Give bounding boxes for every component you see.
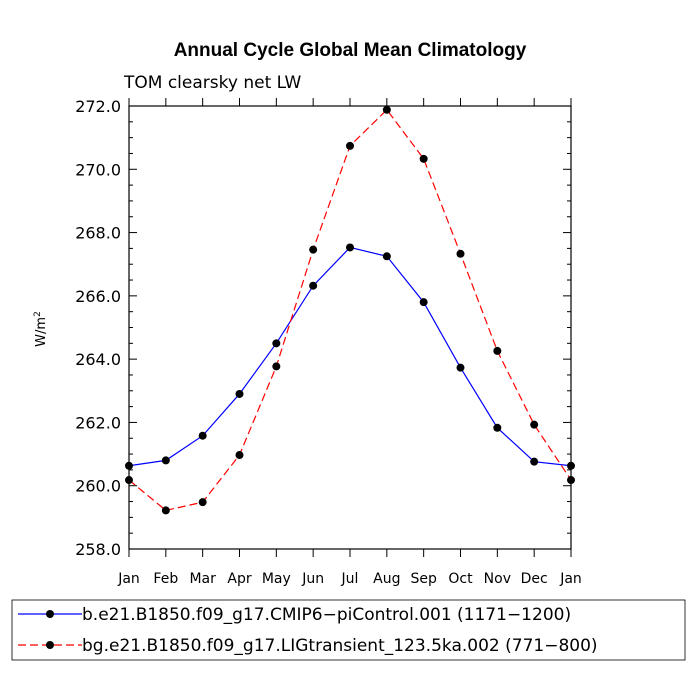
legend-label-2: bg.e21.B1850.f09_g17.LIGtransient_123.5k… [82,636,598,656]
x-tick-label: Jan [559,571,582,587]
series-2-point [235,451,244,460]
y-tick-label: 262.0 [75,413,121,432]
series-line-1 [128,246,572,467]
series-1-point [530,457,539,466]
y-tick-label: 266.0 [75,287,121,306]
legend: b.e21.B1850.f09_g17.CMIP6−piControl.001 … [11,599,686,661]
x-tick-label: May [262,571,291,587]
series-2-point [272,362,281,371]
axis-layer: 258.0 260.0 262.0 264.0 266.0 268.0 270.0 272.0… [75,97,582,587]
x-tick-label: Oct [448,571,473,587]
y-tick-label: 270.0 [75,160,121,179]
legend-marker-1 [46,610,54,618]
series-line-2 [128,108,572,512]
chart-title: Annual Cycle Global Mean Climatology [174,40,527,61]
series-2-point [198,498,207,507]
series-2-point [125,476,133,485]
series-2-point [419,154,428,163]
series-2-point [530,420,539,429]
series-2-point [456,249,465,258]
series-1-point [309,281,318,290]
series-1-point [419,298,428,307]
legend-box [11,599,686,661]
x-tick-label: Aug [373,571,400,587]
x-tick-label: Mar [189,571,216,587]
series-1-point [493,423,502,432]
x-tick-label: Apr [227,571,251,587]
plot-frame [128,105,572,550]
series-1-point [235,389,244,398]
y-tick-label: 260.0 [75,477,121,496]
series-1-point [125,461,133,470]
y-tick-label: 268.0 [75,224,121,243]
x-tick-label: Feb [153,571,178,587]
x-tick-label: Dec [521,571,548,587]
x-tick-label: Jul [341,571,359,587]
series-2-point [161,506,170,515]
series-2-point [346,141,354,150]
x-tick-label: Jan [117,571,140,587]
series-2-point [382,105,391,114]
y-axis-label-text: W/m [34,317,49,347]
legend-marker-2 [46,641,54,649]
series-1-point [198,431,207,440]
x-tick-label: Jun [301,571,324,587]
series-1-point [272,339,281,348]
x-tick-label: Sep [410,571,437,587]
series-layer [125,105,575,515]
series-1-point [346,243,354,252]
series-2-point [493,346,502,355]
y-axis-label: W/m2 [33,311,49,347]
series-2-point [309,245,318,254]
y-tick-label: 258.0 [75,540,121,559]
series-1-point [567,461,575,470]
series-1-point [382,252,391,261]
series-2-point [567,476,575,485]
legend-label-1: b.e21.B1850.f09_g17.CMIP6−piControl.001 … [82,605,571,625]
y-tick-label: 272.0 [75,97,121,116]
chart-subtitle: TOM clearsky net LW [123,73,302,93]
y-axis-label-superscript: 2 [33,311,43,317]
x-tick-label: Nov [484,571,511,587]
y-tick-label: 264.0 [75,350,121,369]
series-1-point [161,456,170,465]
series-1-point [456,363,465,372]
